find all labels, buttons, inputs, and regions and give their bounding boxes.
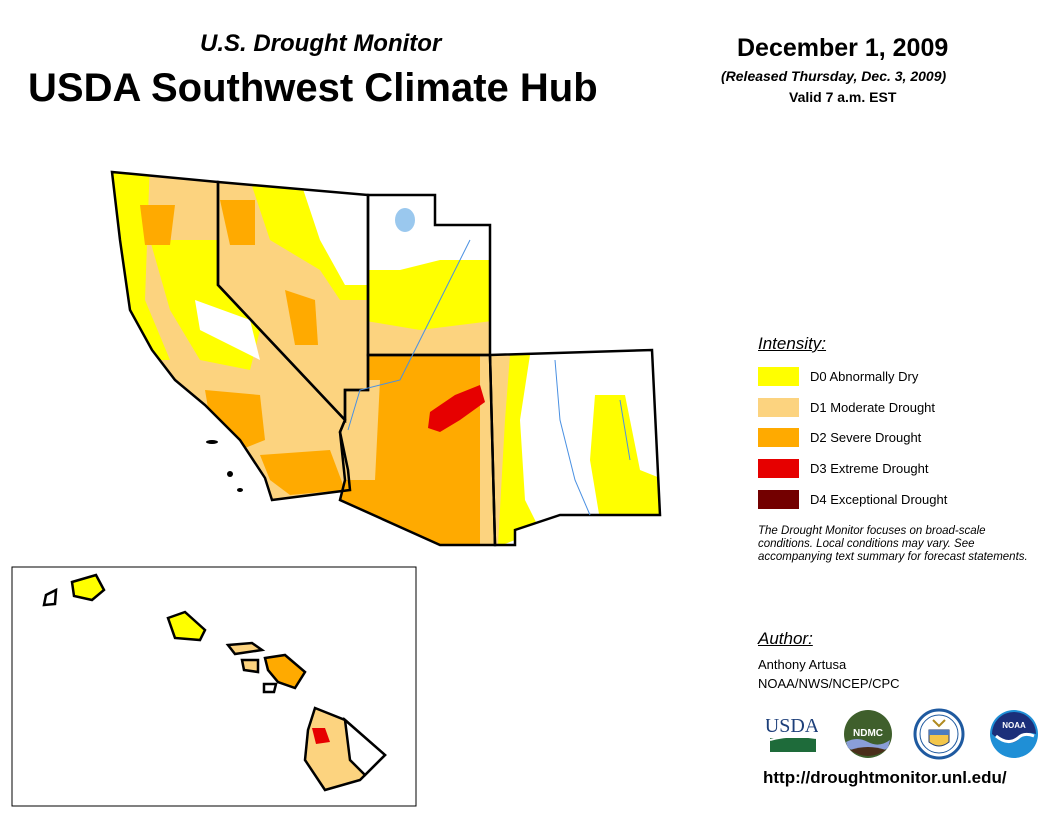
utah	[368, 195, 490, 355]
svg-text:NDMC: NDMC	[853, 728, 883, 739]
usda-logo: USDA	[766, 715, 818, 752]
legend-item-d2: D2 Severe Drought	[758, 427, 921, 447]
hawaii-inset	[11, 566, 417, 807]
map-subtitle: U.S. Drought Monitor	[200, 30, 442, 57]
author-heading: Author:	[758, 629, 813, 648]
valid-time: Valid 7 a.m. EST	[789, 89, 897, 105]
new-mexico	[490, 350, 660, 545]
state-borders	[110, 170, 662, 547]
valid-date: December 1, 2009	[737, 34, 949, 62]
rivers	[347, 239, 631, 516]
legend-label: D3 Extreme Drought	[810, 460, 929, 476]
legend-item-d4: D4 Exceptional Drought	[758, 489, 947, 509]
legend-label: D0 Abnormally Dry	[810, 368, 919, 384]
ndmc-logo: NDMC	[844, 710, 892, 758]
channel-islands	[206, 440, 243, 492]
svg-text:NOAA: NOAA	[1002, 721, 1026, 730]
legend-label: D4 Exceptional Drought	[810, 491, 948, 507]
map-title: USDA Southwest Climate Hub	[28, 66, 598, 110]
noaa-logo: NOAA	[990, 710, 1038, 758]
legend-item-d0: D0 Abnormally Dry	[758, 366, 918, 386]
legend-swatch	[758, 489, 799, 509]
legend-swatch	[758, 458, 799, 478]
legend-label: D2 Severe Drought	[810, 429, 922, 445]
legend-swatch	[758, 427, 799, 447]
legend-item-d3: D3 Extreme Drought	[758, 458, 929, 478]
author-org: NOAA/NWS/NCEP/CPC	[758, 676, 900, 691]
legend-label: D1 Moderate Drought	[810, 399, 936, 415]
legend-item-d1: D1 Moderate Drought	[758, 397, 935, 417]
website-link[interactable]: http://droughtmonitor.unl.edu/	[763, 768, 1007, 787]
legend-swatch	[758, 366, 799, 386]
author-name: Anthony Artusa	[758, 657, 847, 672]
release-date: (Released Thursday, Dec. 3, 2009)	[721, 68, 947, 84]
disclaimer-note: The Drought Monitor focuses on broad-sca…	[758, 525, 1028, 563]
svg-text:USDA: USDA	[766, 715, 818, 737]
legend-heading: Intensity:	[758, 334, 827, 353]
legend-swatch	[758, 397, 799, 417]
commerce-seal-logo	[913, 708, 965, 760]
